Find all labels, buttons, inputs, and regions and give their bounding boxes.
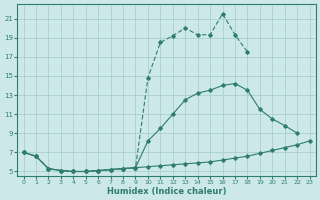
X-axis label: Humidex (Indice chaleur): Humidex (Indice chaleur) <box>107 187 226 196</box>
